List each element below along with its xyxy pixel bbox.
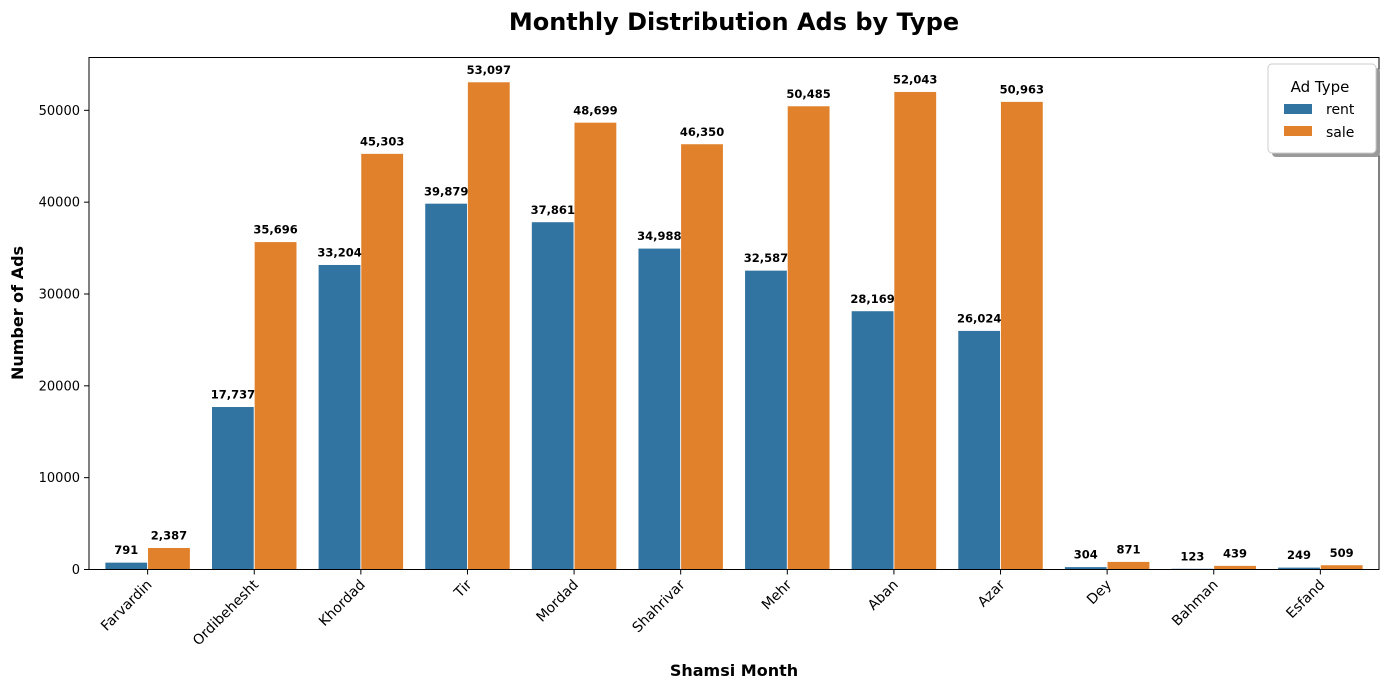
x-tick-label-shahrivar: Shahrivar (629, 577, 688, 636)
bars-layer (104, 81, 1364, 570)
bar-rent-shahrivar (637, 247, 682, 570)
x-axis: Farvardin Ordibehesht Khordad Tir Mordad Shah… (98, 569, 1328, 649)
bar-rent-aban (850, 310, 895, 570)
x-tick-label-aban: Aban (865, 577, 902, 614)
data-label-sale-dey: 871 (1116, 543, 1140, 557)
data-label-rent-mehr: 32,587 (744, 251, 788, 265)
data-label-rent-tir: 39,879 (424, 184, 468, 198)
data-label-rent-ordibehesht: 17,737 (211, 388, 255, 402)
data-label-sale-tir: 53,097 (467, 63, 511, 77)
y-tick-label-40000: 40000 (39, 196, 80, 211)
x-tick-label-azar: Azar (975, 577, 1009, 611)
y-tick-label-0: 0 (72, 563, 80, 578)
y-axis-label: Number of Ads (8, 246, 27, 380)
y-tick-label-50000: 50000 (39, 104, 80, 119)
data-label-rent-khordad: 33,204 (317, 246, 361, 260)
bar-rent-tir (424, 202, 468, 570)
x-tick-label-khordad: Khordad (316, 577, 369, 630)
bar-rent-mehr (744, 269, 788, 570)
bar-sale-mehr (786, 105, 831, 570)
data-label-sale-mordad: 48,699 (573, 103, 617, 117)
bar-sale-bahman (1213, 565, 1257, 570)
data-label-sale-khordad: 45,303 (360, 134, 404, 148)
x-axis-label: Shamsi Month (670, 661, 798, 680)
data-label-sale-esfand: 509 (1330, 546, 1354, 560)
legend-label-rent: rent (1326, 102, 1355, 118)
bar-rent-azar (957, 330, 1001, 570)
data-label-sale-farvardin: 2,387 (151, 529, 187, 543)
bar-sale-aban (893, 91, 937, 570)
data-label-rent-aban: 28,169 (850, 292, 894, 306)
data-labels-layer: 791 2,387 17,737 35,696 33,204 45,303 39,879 53… (114, 63, 1353, 563)
bar-sale-ordibehesht (253, 241, 298, 570)
bar-sale-mordad (573, 121, 618, 570)
legend-swatch-sale (1284, 126, 1312, 136)
data-label-sale-azar: 50,963 (1000, 82, 1044, 96)
data-label-sale-ordibehesht: 35,696 (253, 223, 297, 237)
data-label-sale-aban: 52,043 (893, 73, 937, 87)
data-label-rent-dey: 304 (1074, 548, 1098, 562)
bar-sale-dey (1106, 561, 1151, 570)
y-tick-label-10000: 10000 (39, 471, 80, 486)
legend-title: Ad Type (1291, 78, 1350, 96)
bar-sale-shahrivar (680, 143, 724, 570)
data-label-rent-azar: 26,024 (957, 312, 1001, 326)
plot-frame (88, 57, 1380, 570)
y-tick-label-30000: 30000 (39, 287, 80, 302)
bar-sale-esfand (1319, 564, 1364, 570)
legend: Ad Type rent sale (1267, 63, 1380, 157)
y-tick-label-20000: 20000 (39, 379, 80, 394)
data-label-rent-farvardin: 791 (114, 543, 138, 557)
data-label-sale-mehr: 50,485 (786, 87, 830, 101)
data-label-sale-shahrivar: 46,350 (680, 125, 724, 139)
data-label-rent-shahrivar: 34,988 (637, 229, 681, 243)
data-label-sale-bahman: 439 (1223, 546, 1247, 560)
bar-sale-azar (1000, 101, 1044, 570)
x-tick-label-bahman: Bahman (1169, 577, 1221, 629)
x-tick-label-mordad: Mordad (533, 577, 581, 625)
bar-rent-farvardin (104, 561, 149, 570)
x-tick-label-esfand: Esfand (1283, 577, 1328, 622)
bar-sale-khordad (360, 153, 404, 570)
y-axis: 0 10000 20000 30000 40000 50000 (39, 104, 89, 578)
legend-swatch-rent (1284, 104, 1312, 114)
bar-rent-mordad (531, 221, 575, 570)
data-label-rent-esfand: 249 (1287, 548, 1311, 562)
x-tick-label-mehr: Mehr (759, 577, 795, 613)
chart-title: Monthly Distribution Ads by Type (509, 8, 959, 36)
x-tick-label-farvardin: Farvardin (98, 577, 155, 634)
bar-sale-farvardin (147, 547, 191, 570)
bar-sale-tir (467, 81, 511, 570)
x-tick-label-ordibehesht: Ordibehesht (190, 577, 262, 649)
x-tick-label-dey: Dey (1084, 577, 1115, 608)
legend-label-sale: sale (1326, 125, 1354, 141)
data-label-rent-bahman: 123 (1180, 549, 1204, 563)
bar-rent-ordibehesht (211, 406, 255, 570)
x-tick-label-tir: Tir (451, 577, 476, 602)
data-label-rent-mordad: 37,861 (531, 203, 575, 217)
bar-rent-khordad (317, 264, 362, 570)
